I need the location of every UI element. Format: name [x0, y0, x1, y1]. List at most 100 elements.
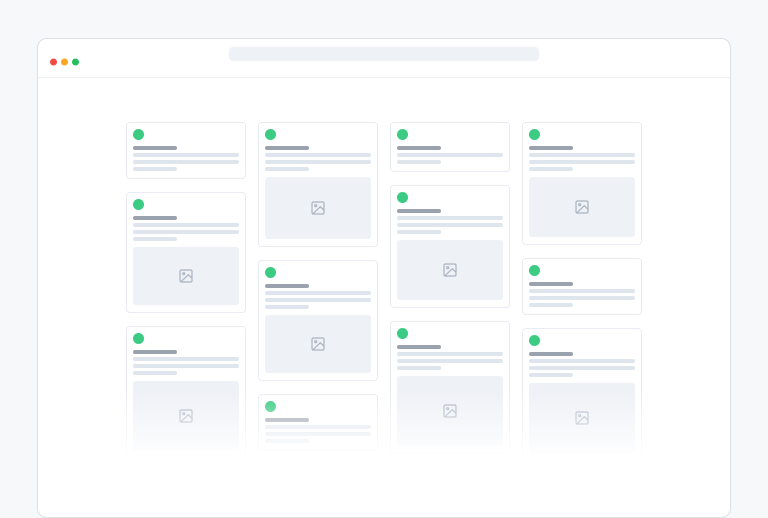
avatar-dot: [397, 192, 408, 203]
image-placeholder: [397, 376, 503, 446]
avatar-dot: [265, 129, 276, 140]
post-card[interactable]: [126, 192, 246, 313]
masonry-grid: [38, 78, 730, 461]
image-icon: [442, 262, 458, 278]
skeleton-short-line: [529, 303, 573, 307]
skeleton-name-line: [133, 146, 177, 150]
image-icon: [178, 268, 194, 284]
skeleton-name-line: [529, 352, 573, 356]
post-card[interactable]: [126, 122, 246, 179]
image-placeholder: [265, 315, 371, 373]
skeleton-long-line: [397, 352, 503, 356]
skeleton-long-line: [265, 432, 371, 436]
skeleton-name-line: [529, 282, 573, 286]
image-icon: [574, 410, 590, 426]
skeleton-name-line: [265, 284, 309, 288]
skeleton-long-line: [529, 160, 635, 164]
traffic-light-minimize[interactable]: [61, 58, 68, 66]
post-card[interactable]: [126, 326, 246, 459]
traffic-lights: [50, 58, 79, 66]
skeleton-short-line: [529, 373, 573, 377]
image-placeholder: [133, 247, 239, 305]
skeleton-long-line: [397, 223, 503, 227]
skeleton-name-line: [397, 209, 441, 213]
skeleton-short-line: [133, 167, 177, 171]
skeleton-long-line: [529, 366, 635, 370]
image-placeholder: [529, 177, 635, 237]
feed-column-4: [522, 122, 642, 461]
post-card[interactable]: [390, 321, 510, 454]
skeleton-short-line: [133, 371, 177, 375]
post-card[interactable]: [390, 122, 510, 172]
avatar-dot: [397, 328, 408, 339]
skeleton-short-line: [529, 167, 573, 171]
post-card[interactable]: [258, 122, 378, 247]
avatar-dot: [529, 335, 540, 346]
avatar-dot: [133, 199, 144, 210]
skeleton-short-line: [397, 366, 441, 370]
image-icon: [442, 403, 458, 419]
skeleton-long-line: [397, 216, 503, 220]
post-card[interactable]: [522, 122, 642, 245]
skeleton-short-line: [397, 160, 441, 164]
skeleton-long-line: [265, 298, 371, 302]
url-bar[interactable]: [229, 47, 539, 61]
skeleton-long-line: [529, 296, 635, 300]
traffic-light-close[interactable]: [50, 58, 57, 66]
avatar-dot: [529, 265, 540, 276]
image-icon: [310, 336, 326, 352]
feed-column-2: [258, 122, 378, 461]
browser-titlebar: [38, 47, 730, 78]
skeleton-short-line: [265, 305, 309, 309]
browser-window: [37, 38, 731, 518]
skeleton-name-line: [397, 345, 441, 349]
avatar-dot: [397, 129, 408, 140]
skeleton-long-line: [265, 160, 371, 164]
feed-content: [38, 78, 730, 517]
image-icon: [178, 408, 194, 424]
avatar-dot: [133, 129, 144, 140]
skeleton-long-line: [265, 291, 371, 295]
skeleton-long-line: [133, 160, 239, 164]
post-card[interactable]: [258, 394, 378, 451]
skeleton-long-line: [133, 364, 239, 368]
post-card[interactable]: [522, 328, 642, 461]
skeleton-long-line: [529, 153, 635, 157]
image-placeholder: [265, 177, 371, 239]
skeleton-long-line: [265, 153, 371, 157]
image-icon: [574, 199, 590, 215]
skeleton-long-line: [133, 153, 239, 157]
image-placeholder: [397, 240, 503, 300]
post-card[interactable]: [390, 185, 510, 308]
skeleton-short-line: [133, 237, 177, 241]
post-card[interactable]: [522, 258, 642, 315]
skeleton-long-line: [133, 223, 239, 227]
skeleton-short-line: [265, 167, 309, 171]
skeleton-long-line: [529, 359, 635, 363]
skeleton-name-line: [133, 216, 177, 220]
avatar-dot: [529, 129, 540, 140]
skeleton-short-line: [397, 230, 441, 234]
skeleton-name-line: [133, 350, 177, 354]
avatar-dot: [265, 267, 276, 278]
feed-column-1: [126, 122, 246, 461]
image-placeholder: [133, 381, 239, 451]
skeleton-long-line: [133, 230, 239, 234]
skeleton-long-line: [397, 153, 503, 157]
post-card[interactable]: [258, 260, 378, 381]
skeleton-short-line: [265, 439, 309, 443]
avatar-dot: [265, 401, 276, 412]
skeleton-name-line: [265, 418, 309, 422]
feed-column-3: [390, 122, 510, 461]
skeleton-long-line: [265, 425, 371, 429]
traffic-light-maximize[interactable]: [72, 58, 79, 66]
image-placeholder: [529, 383, 635, 453]
avatar-dot: [133, 333, 144, 344]
skeleton-name-line: [265, 146, 309, 150]
skeleton-name-line: [529, 146, 573, 150]
skeleton-long-line: [529, 289, 635, 293]
skeleton-long-line: [397, 359, 503, 363]
skeleton-long-line: [133, 357, 239, 361]
skeleton-name-line: [397, 146, 441, 150]
image-icon: [310, 200, 326, 216]
